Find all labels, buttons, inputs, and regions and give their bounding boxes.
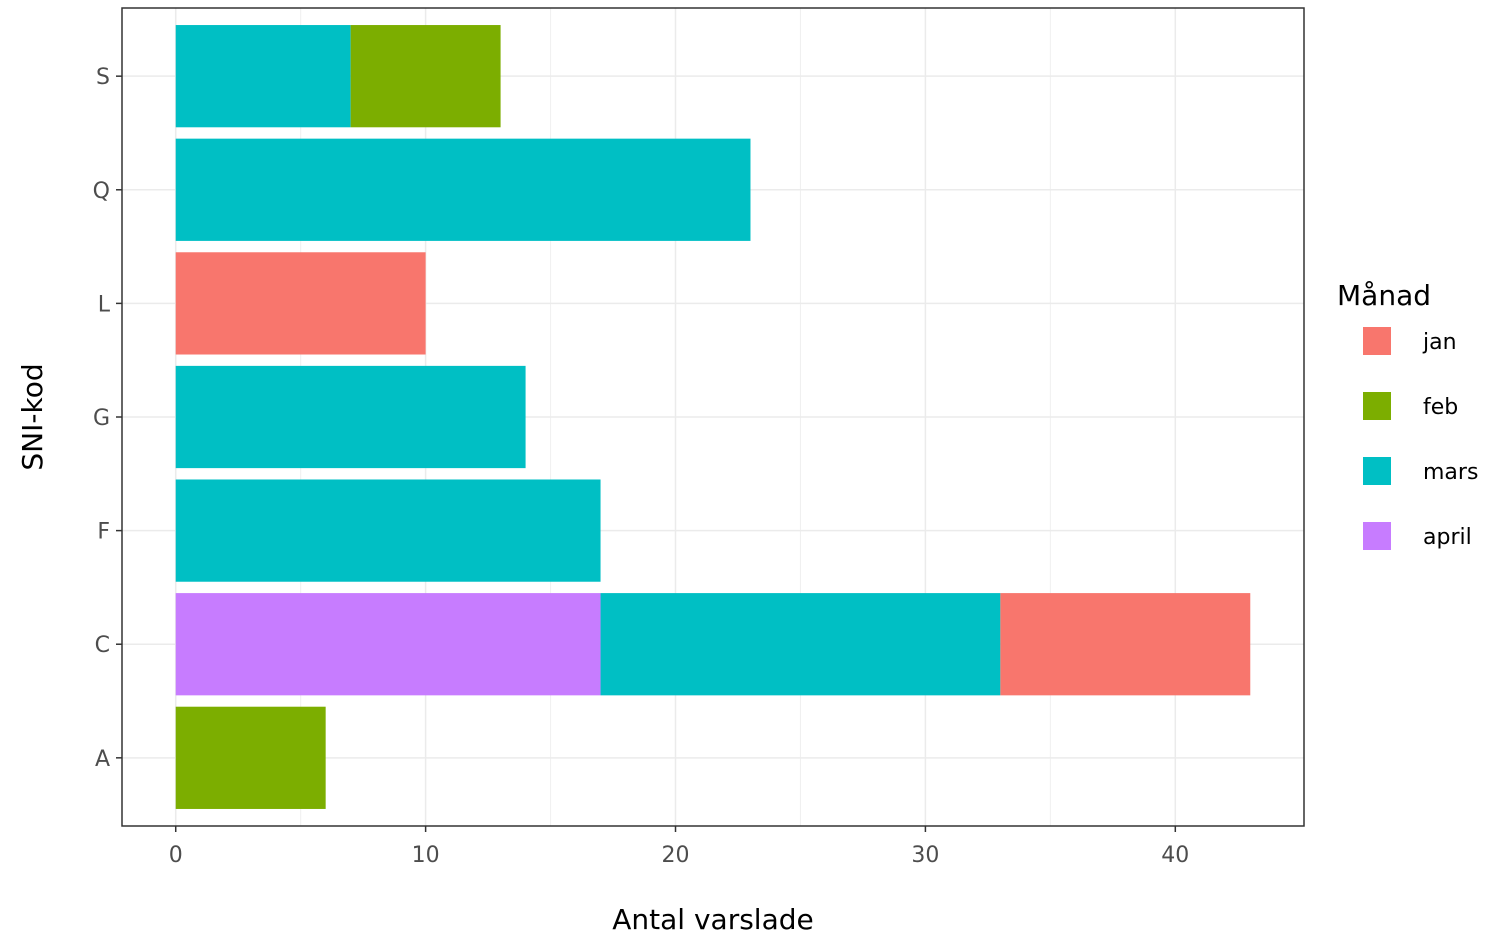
x-tick-label: 40 xyxy=(1161,843,1189,868)
y-tick-label: C xyxy=(95,633,110,658)
bar-S-mars xyxy=(175,25,351,128)
x-axis-title: Antal varslade xyxy=(612,903,813,936)
legend-label-jan: jan xyxy=(1422,330,1457,355)
legend-key-feb xyxy=(1363,392,1391,420)
y-tick-label: L xyxy=(98,292,111,317)
legend-label-mars: mars xyxy=(1423,460,1478,485)
x-axis: 0 10 20 30 40 xyxy=(169,826,1189,868)
bars xyxy=(175,25,1251,809)
bar-Q-mars xyxy=(175,138,751,241)
x-tick-label: 20 xyxy=(662,843,690,868)
bar-L-jan xyxy=(175,252,426,355)
y-axis-title: SNI-kod xyxy=(16,363,49,470)
legend-title: Månad xyxy=(1337,279,1431,312)
bar-C-mars xyxy=(600,593,1001,696)
legend-key-april xyxy=(1363,522,1391,550)
legend: Månad jan feb mars april xyxy=(1337,279,1478,550)
legend-label-feb: feb xyxy=(1423,395,1458,420)
legend-label-april: april xyxy=(1423,525,1472,550)
y-axis: A C F G L Q S xyxy=(93,65,122,772)
bar-S-feb xyxy=(350,25,501,128)
y-tick-label: F xyxy=(97,520,110,545)
y-tick-label: Q xyxy=(93,179,110,204)
x-tick-label: 0 xyxy=(169,843,183,868)
bar-C-jan xyxy=(1000,593,1251,696)
x-tick-label: 10 xyxy=(412,843,440,868)
y-tick-label: G xyxy=(93,406,110,431)
bar-A-feb xyxy=(175,706,326,809)
y-tick-label: A xyxy=(95,747,110,772)
bar-C-april xyxy=(175,593,601,696)
bar-G-mars xyxy=(175,365,526,469)
y-tick-label: S xyxy=(96,65,110,90)
x-tick-label: 30 xyxy=(911,843,939,868)
bar-F-mars xyxy=(175,479,601,582)
legend-key-jan xyxy=(1363,327,1391,355)
legend-key-mars xyxy=(1363,457,1391,485)
